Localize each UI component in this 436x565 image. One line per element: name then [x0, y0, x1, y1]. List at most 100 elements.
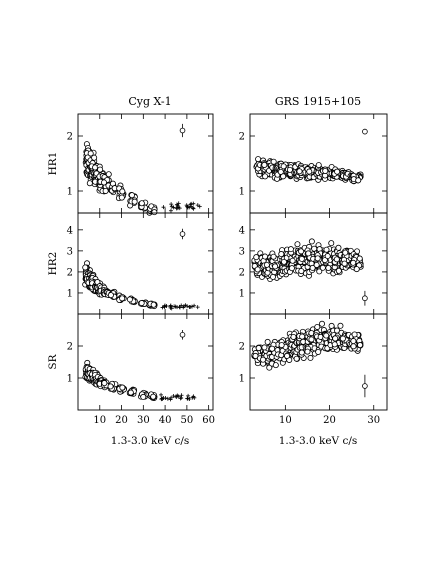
data-point [304, 348, 311, 355]
x-axis-label-grs-1915: 1.3-3.0 keV c/s [279, 435, 358, 447]
data-point [138, 200, 145, 207]
data-point [119, 188, 126, 195]
data-point [294, 241, 301, 248]
data-point [305, 250, 312, 257]
data-point [298, 268, 305, 275]
cluster-point [174, 394, 179, 399]
cluster-point [168, 208, 173, 213]
data-point [286, 166, 293, 173]
data-point [306, 168, 313, 175]
error-bar-point [179, 127, 186, 134]
data-point [339, 335, 346, 342]
y-tick-label: 2 [239, 267, 245, 278]
cluster-point [177, 304, 182, 309]
data-point [252, 352, 259, 359]
y-tick-label: 2 [67, 267, 73, 278]
data-point [263, 261, 270, 268]
data-point [316, 268, 323, 275]
data-point [313, 261, 320, 268]
data-point [269, 273, 276, 280]
data-point [254, 266, 261, 273]
chart-title-grs-1915: GRS 1915+105 [275, 95, 361, 108]
data-point [262, 173, 269, 180]
y-tick-label: 1 [67, 374, 73, 385]
error-bar-point [179, 331, 186, 338]
data-point [107, 383, 114, 390]
cluster-point [159, 396, 164, 401]
data-point [262, 253, 269, 260]
data-point [335, 267, 342, 274]
panel-1-2: 1 2 10 20 30 [239, 313, 388, 426]
cyg-x1-column: Cyg X-1 1.3-3.0 keV c/s 1 2 HR1 1 2 3 4 HR2 1 2 10… [47, 95, 215, 447]
data-point [255, 156, 262, 163]
data-point [101, 380, 108, 387]
data-point [288, 265, 295, 272]
data-point [331, 341, 338, 348]
data-point [337, 322, 344, 329]
data-point [296, 168, 303, 175]
panel-0-2: 1 2 10 20 30 40 50 60 SR [47, 313, 215, 426]
x-tick-label: 20 [115, 415, 128, 426]
cluster-point [171, 205, 176, 210]
data-point [293, 355, 300, 362]
cluster-point [192, 303, 197, 308]
y-tick-label: 4 [67, 225, 73, 236]
data-point [253, 254, 260, 261]
cluster-point [159, 392, 164, 397]
data-point [335, 244, 342, 251]
data-point [332, 335, 339, 342]
data-point [341, 260, 348, 267]
data-point [272, 263, 279, 270]
data-point [261, 344, 268, 351]
data-point [82, 264, 89, 271]
x-tick-label: 20 [323, 415, 336, 426]
data-point [334, 168, 341, 175]
panel-0-1: 1 2 3 4 HR2 [47, 212, 214, 315]
data-point [266, 364, 273, 371]
y-tick-label: 1 [239, 288, 245, 299]
data-point [319, 320, 326, 327]
data-point [280, 163, 287, 170]
error-bar-point [362, 383, 368, 389]
data-point [322, 167, 329, 174]
cluster-point [187, 305, 192, 310]
cluster-point [181, 305, 186, 310]
y-tick-label: 1 [239, 187, 245, 198]
data-point [127, 389, 134, 396]
cluster-point [169, 202, 174, 207]
cluster-point [184, 203, 189, 208]
panel-frame [77, 313, 214, 411]
data-point [278, 342, 285, 349]
data-point [140, 393, 147, 400]
y-axis-label: HR1 [47, 152, 59, 176]
data-point [307, 354, 314, 361]
data-point [260, 356, 267, 363]
data-point [278, 251, 285, 258]
cluster-point [185, 396, 190, 401]
cluster-point [179, 393, 184, 398]
data-point [269, 345, 276, 352]
y-axis-label: HR2 [47, 252, 59, 276]
panel-0-0: 1 2 HR1 [47, 113, 214, 216]
data-point [281, 258, 288, 265]
data-point [131, 198, 138, 205]
data-point [308, 238, 315, 245]
cluster-point [178, 396, 183, 401]
cluster-point [179, 395, 184, 400]
cluster-point [187, 397, 192, 402]
cluster-point [169, 204, 174, 209]
data-point [151, 209, 158, 216]
cluster-point [191, 394, 196, 399]
data-point [315, 162, 322, 169]
data-point [284, 352, 291, 359]
y-tick-label: 2 [239, 132, 245, 143]
data-point [87, 150, 94, 157]
y-tick-label: 3 [239, 246, 245, 257]
data-point [298, 248, 305, 255]
data-point [264, 338, 271, 345]
data-point [323, 332, 330, 339]
data-point [118, 194, 125, 201]
y-axis-label: SR [47, 353, 59, 369]
